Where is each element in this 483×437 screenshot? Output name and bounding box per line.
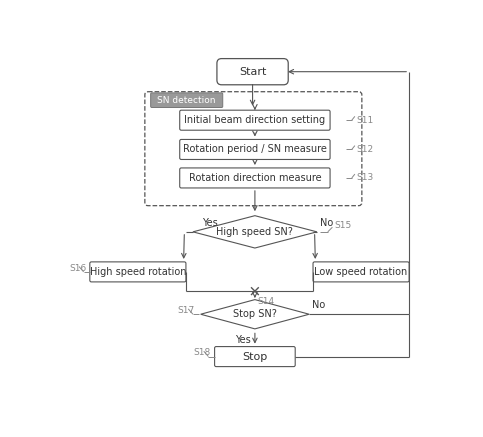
FancyBboxPatch shape <box>145 92 362 206</box>
Text: SN detection: SN detection <box>157 96 216 105</box>
Polygon shape <box>193 216 317 248</box>
Text: No: No <box>320 218 333 228</box>
Text: S11: S11 <box>356 116 374 125</box>
FancyBboxPatch shape <box>313 262 409 282</box>
Text: No: No <box>312 300 326 310</box>
Text: S17: S17 <box>177 306 195 315</box>
Text: Yes: Yes <box>202 218 218 228</box>
Text: High speed rotation: High speed rotation <box>90 267 186 277</box>
FancyBboxPatch shape <box>214 347 295 367</box>
FancyBboxPatch shape <box>180 168 330 188</box>
Text: Low speed rotation: Low speed rotation <box>314 267 408 277</box>
Polygon shape <box>200 300 309 329</box>
Text: Start: Start <box>239 67 266 76</box>
FancyBboxPatch shape <box>180 139 330 160</box>
Text: S16: S16 <box>70 264 87 273</box>
Text: High speed SN?: High speed SN? <box>216 227 293 237</box>
FancyBboxPatch shape <box>90 262 186 282</box>
Text: Stop SN?: Stop SN? <box>233 309 277 319</box>
Text: Stop: Stop <box>242 352 268 361</box>
Text: S14: S14 <box>257 297 274 306</box>
Text: Rotation period / SN measure: Rotation period / SN measure <box>183 145 327 154</box>
Text: S13: S13 <box>356 173 374 183</box>
FancyBboxPatch shape <box>217 59 288 85</box>
Text: Yes: Yes <box>235 335 251 345</box>
FancyBboxPatch shape <box>151 93 223 108</box>
Text: S12: S12 <box>356 145 373 154</box>
Text: S18: S18 <box>193 348 210 357</box>
Text: Rotation direction measure: Rotation direction measure <box>188 173 321 183</box>
FancyBboxPatch shape <box>180 110 330 130</box>
Text: S15: S15 <box>334 221 351 230</box>
Text: Initial beam direction setting: Initial beam direction setting <box>185 115 326 125</box>
